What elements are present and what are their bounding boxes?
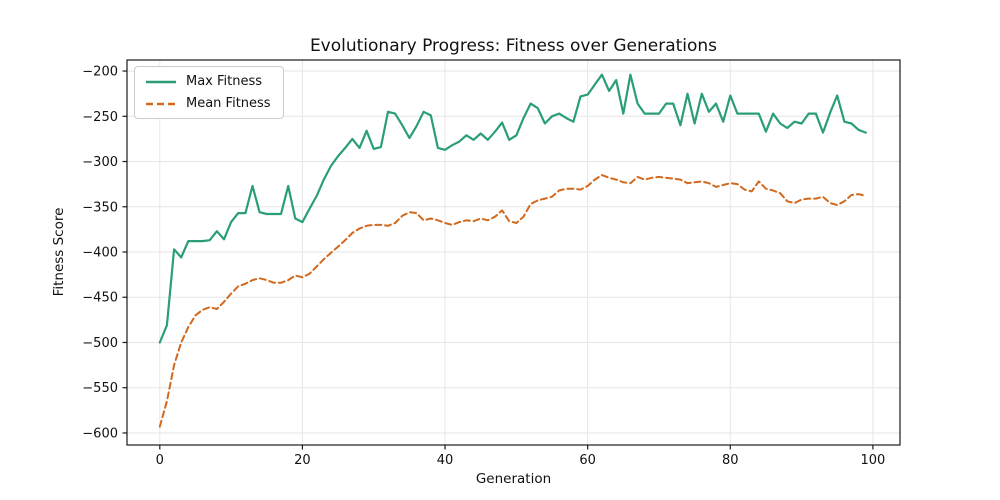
x-tick-label: 60	[579, 453, 596, 468]
legend-item-mean-fitness: Mean Fitness	[145, 96, 271, 111]
x-tick-label: 20	[294, 453, 311, 468]
mean-fitness-swatch-icon	[146, 102, 176, 105]
legend-item-label: Mean Fitness	[186, 96, 271, 111]
y-tick-label: −450	[82, 291, 118, 306]
x-tick-label: 80	[722, 453, 739, 468]
chart-title: Evolutionary Progress: Fitness over Gene…	[309, 36, 718, 56]
legend-item-max-fitness: Max Fitness	[145, 74, 271, 89]
max-fitness-line	[158, 73, 867, 344]
legend: Max Fitness Mean Fitness	[134, 66, 284, 119]
y-tick-label: −550	[82, 381, 118, 396]
x-tick-label: 0	[156, 453, 164, 468]
y-tick-label: −200	[82, 65, 118, 80]
x-tick-label: 40	[437, 453, 454, 468]
y-tick-label: −600	[82, 426, 118, 441]
y-tick-label: −500	[82, 336, 118, 351]
legend-item-label: Max Fitness	[186, 74, 263, 89]
y-tick-label: −350	[82, 200, 118, 215]
x-tick-label: 100	[860, 453, 885, 468]
y-tick-label: −300	[82, 155, 118, 170]
y-tick-label: −250	[82, 110, 118, 125]
y-tick-label: −400	[82, 246, 118, 261]
x-axis-label: Generation	[475, 471, 552, 487]
max-fitness-swatch-icon	[146, 80, 176, 83]
mean-fitness-line	[158, 174, 867, 428]
y-axis-label-text: Fitness Score	[51, 207, 67, 297]
